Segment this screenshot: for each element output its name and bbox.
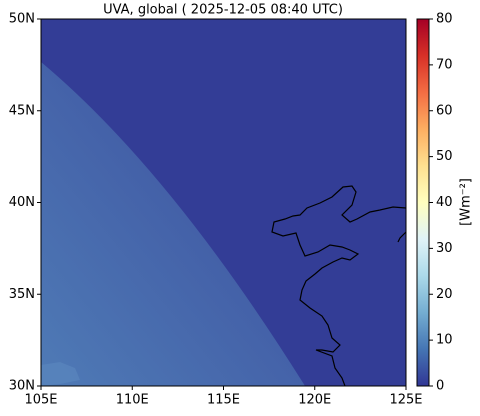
colorbar-tick-label: 30 [436, 241, 453, 256]
colorbar-tick-label: 70 [436, 57, 453, 72]
colorbar-label: [Wm⁻²] [459, 178, 474, 226]
colorbar-tick-label: 40 [436, 195, 453, 210]
y-tick-label: 45N [9, 103, 35, 118]
coastline [271, 185, 407, 387]
colorbar-tick-label: 50 [436, 149, 453, 164]
map-field [41, 19, 406, 386]
land-patch [41, 362, 80, 386]
chart-title: UVA, global ( 2025-12-05 08:40 UTC) [103, 3, 343, 18]
colorbar-tick-label: 80 [436, 12, 453, 27]
x-tick-label: 125E [389, 393, 422, 408]
y-tick-label: 40N [9, 195, 35, 210]
colorbar [416, 18, 430, 387]
x-tick-label: 105E [24, 393, 57, 408]
x-tick-label: 110E [116, 393, 149, 408]
colorbar-tick-label: 10 [436, 333, 453, 348]
colorbar-tick-label: 20 [436, 287, 453, 302]
x-tick-label: 120E [298, 393, 331, 408]
colorbar-tick-label: 0 [436, 379, 444, 394]
coastline [397, 231, 407, 243]
x-tick-label: 115E [207, 393, 240, 408]
y-tick-label: 30N [9, 379, 35, 394]
day-field [41, 62, 305, 386]
colorbar-tick-label: 60 [436, 103, 453, 118]
y-tick-label: 50N [9, 12, 35, 27]
y-tick-label: 35N [9, 287, 35, 302]
